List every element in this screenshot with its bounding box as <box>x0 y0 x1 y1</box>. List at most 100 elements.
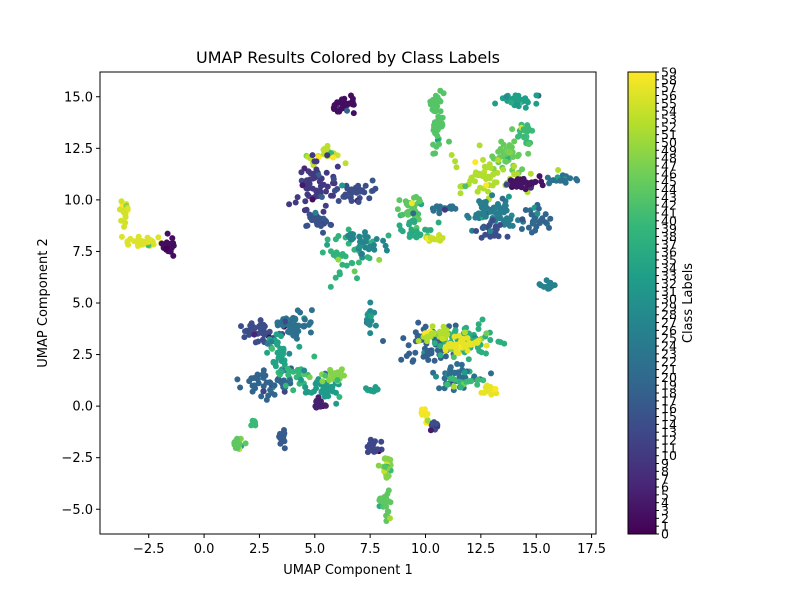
scatter-point <box>147 236 154 243</box>
scatter-point <box>363 234 369 241</box>
scatter-point <box>432 130 439 137</box>
scatter-point <box>422 323 429 330</box>
scatter-point <box>431 340 438 347</box>
colorbar-tick-label: 29 <box>661 299 677 314</box>
scatter-point <box>451 369 458 376</box>
scatter-point <box>532 178 539 185</box>
y-axis: −5.0 −2.5 0.0 2.5 5.0 7.5 10.0 12.5 15.0 <box>61 90 100 518</box>
scatter-point <box>394 206 401 213</box>
scatter-point <box>427 427 434 434</box>
scatter-point <box>406 350 413 357</box>
colorbar-tick-label: 2 <box>661 511 669 526</box>
scatter-point <box>439 335 446 342</box>
scatter-point <box>439 122 446 128</box>
scatter-point <box>404 211 411 218</box>
y-tick-label: −2.5 <box>61 451 93 466</box>
scatter-point <box>271 382 278 389</box>
scatter-point <box>164 230 171 237</box>
scatter-point <box>313 398 320 405</box>
scatter-point <box>309 152 316 159</box>
scatter-point <box>295 322 302 329</box>
scatter-point <box>521 96 527 103</box>
scatter-point <box>170 252 177 259</box>
scatter-point <box>251 325 258 331</box>
scatter-point <box>298 169 305 176</box>
scatter-point <box>413 228 420 235</box>
scatter-point <box>265 392 272 399</box>
scatter-point <box>270 358 277 365</box>
scatter-point <box>506 142 513 149</box>
scatter-point <box>501 340 508 347</box>
scatter-point <box>507 216 514 223</box>
colorbar-tick-label: 46 <box>661 166 677 181</box>
scatter-point <box>292 199 299 206</box>
scatter-point <box>487 337 494 343</box>
scatter-point <box>320 208 327 215</box>
scatter-point <box>382 463 388 470</box>
colorbar-tick-label: 41 <box>661 205 677 220</box>
scatter-points <box>116 87 581 524</box>
scatter-point <box>324 236 331 243</box>
scatter-point <box>246 378 253 385</box>
scatter-point <box>298 376 304 383</box>
scatter-point <box>398 356 405 363</box>
y-tick-label: 12.5 <box>64 142 93 157</box>
scatter-point <box>302 384 309 391</box>
scatter-point <box>118 233 125 240</box>
scatter-point <box>271 391 278 398</box>
colorbar-tick-label: 6 <box>661 480 669 495</box>
scatter-point <box>331 187 338 194</box>
scatter-point <box>251 331 258 338</box>
scatter-point <box>269 345 276 352</box>
scatter-point <box>324 152 331 159</box>
scatter-point <box>306 374 313 381</box>
scatter-point <box>480 377 487 384</box>
scatter-point <box>483 182 490 189</box>
scatter-point <box>436 385 443 392</box>
scatter-point <box>255 338 262 345</box>
scatter-point <box>527 170 534 177</box>
scatter-point <box>352 187 358 194</box>
scatter-point <box>319 249 326 256</box>
scatter-point <box>387 456 394 463</box>
x-tick-label: 2.5 <box>249 542 270 557</box>
colorbar-tick-label: 43 <box>661 190 677 205</box>
scatter-point <box>322 372 329 379</box>
colorbar-tick-label: 49 <box>661 143 677 158</box>
scatter-point <box>510 154 516 160</box>
scatter-point <box>347 235 354 242</box>
colorbar-tick-label: 30 <box>661 292 677 307</box>
colorbar-tick-label: 50 <box>661 135 677 150</box>
scatter-point <box>484 205 491 212</box>
scatter-point <box>309 217 315 224</box>
scatter-point <box>447 364 454 371</box>
scatter-point <box>499 195 506 202</box>
scatter-point <box>515 92 522 99</box>
scatter-point <box>286 201 293 208</box>
scatter-point <box>454 361 461 367</box>
scatter-point <box>355 182 362 189</box>
scatter-point <box>396 222 403 229</box>
scatter-point <box>344 185 351 192</box>
colorbar-tick-label: 1 <box>661 519 669 534</box>
scatter-point <box>483 330 490 337</box>
scatter-point <box>456 373 463 380</box>
colorbar-tick-label: 24 <box>661 339 677 354</box>
scatter-point <box>323 188 329 195</box>
scatter-point <box>522 207 529 213</box>
scatter-point <box>237 384 244 391</box>
scatter-point <box>264 349 271 356</box>
scatter-point <box>341 372 347 379</box>
scatter-point <box>323 169 330 176</box>
scatter-point <box>483 350 489 357</box>
scatter-point <box>546 224 552 231</box>
scatter-point <box>534 210 541 217</box>
scatter-point <box>528 211 535 218</box>
scatter-point <box>350 110 357 117</box>
scatter-point <box>415 319 422 326</box>
scatter-point <box>367 447 374 454</box>
scatter-point <box>410 210 417 217</box>
scatter-point <box>422 226 429 233</box>
scatter-point <box>273 331 280 338</box>
scatter-point <box>349 260 356 267</box>
